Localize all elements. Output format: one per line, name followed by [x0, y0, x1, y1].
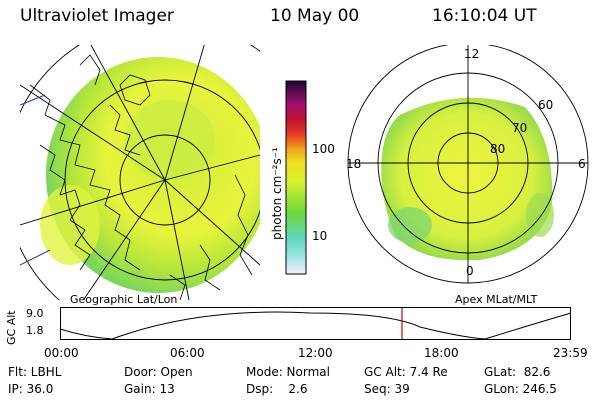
mlt-label-6: 6 [578, 157, 586, 171]
mlat-label-80: 80 [490, 142, 506, 156]
status-gain: Gain: 13 [124, 382, 175, 396]
status-flt: Flt: LBHL [8, 365, 62, 379]
mlt-label-12: 12 [464, 47, 480, 61]
altitude-plot [60, 307, 572, 340]
colorbar-tick-100: 100 [312, 142, 335, 156]
time-label: 16:10:04 UT [432, 6, 537, 26]
left-map-caption: Geographic Lat/Lon [70, 293, 178, 306]
altitude-xtick-0600: 06:00 [170, 346, 205, 360]
status-seq: Seq: 39 [364, 382, 410, 396]
status-mode: Mode: Normal [246, 365, 330, 379]
status-ip: IP: 36.0 [8, 382, 54, 396]
altitude-xtick-1200: 12:00 [298, 346, 333, 360]
status-door: Door: Open [124, 365, 193, 379]
mlat-label-60: 60 [538, 98, 554, 112]
mlt-label-18: 18 [346, 157, 362, 171]
altitude-ytick-9: 9.0 [26, 307, 44, 320]
altitude-xtick-1800: 18:00 [424, 346, 459, 360]
status-glat: GLat: 82.6 [484, 365, 551, 379]
mlat-mlt-polar-map [347, 45, 589, 284]
status-gcalt: GC Alt: 7.4 Re [364, 365, 448, 379]
altitude-xtick-2359: 23:59 [553, 346, 588, 360]
geographic-map [20, 45, 260, 300]
date-label: 10 May 00 [270, 6, 360, 26]
altitude-ytick-1-8: 1.8 [26, 324, 44, 337]
altitude-xtick-0000: 00:00 [44, 346, 79, 360]
mlt-label-0: 0 [466, 264, 474, 278]
status-glon: GLon: 246.5 [484, 382, 557, 396]
altitude-ylabel: GC Alt [5, 310, 18, 345]
colorbar-tick-10: 10 [312, 229, 328, 243]
instrument-title: Ultraviolet Imager [20, 6, 174, 26]
altitude-curve [60, 311, 572, 340]
status-dsp: Dsp: 2.6 [246, 382, 308, 396]
colorbar [285, 80, 307, 275]
colorbar-unit-label: photon cm⁻²s⁻¹ [270, 147, 284, 240]
mlat-label-70: 70 [512, 121, 528, 135]
right-map-caption: Apex MLat/MLT [455, 293, 538, 306]
